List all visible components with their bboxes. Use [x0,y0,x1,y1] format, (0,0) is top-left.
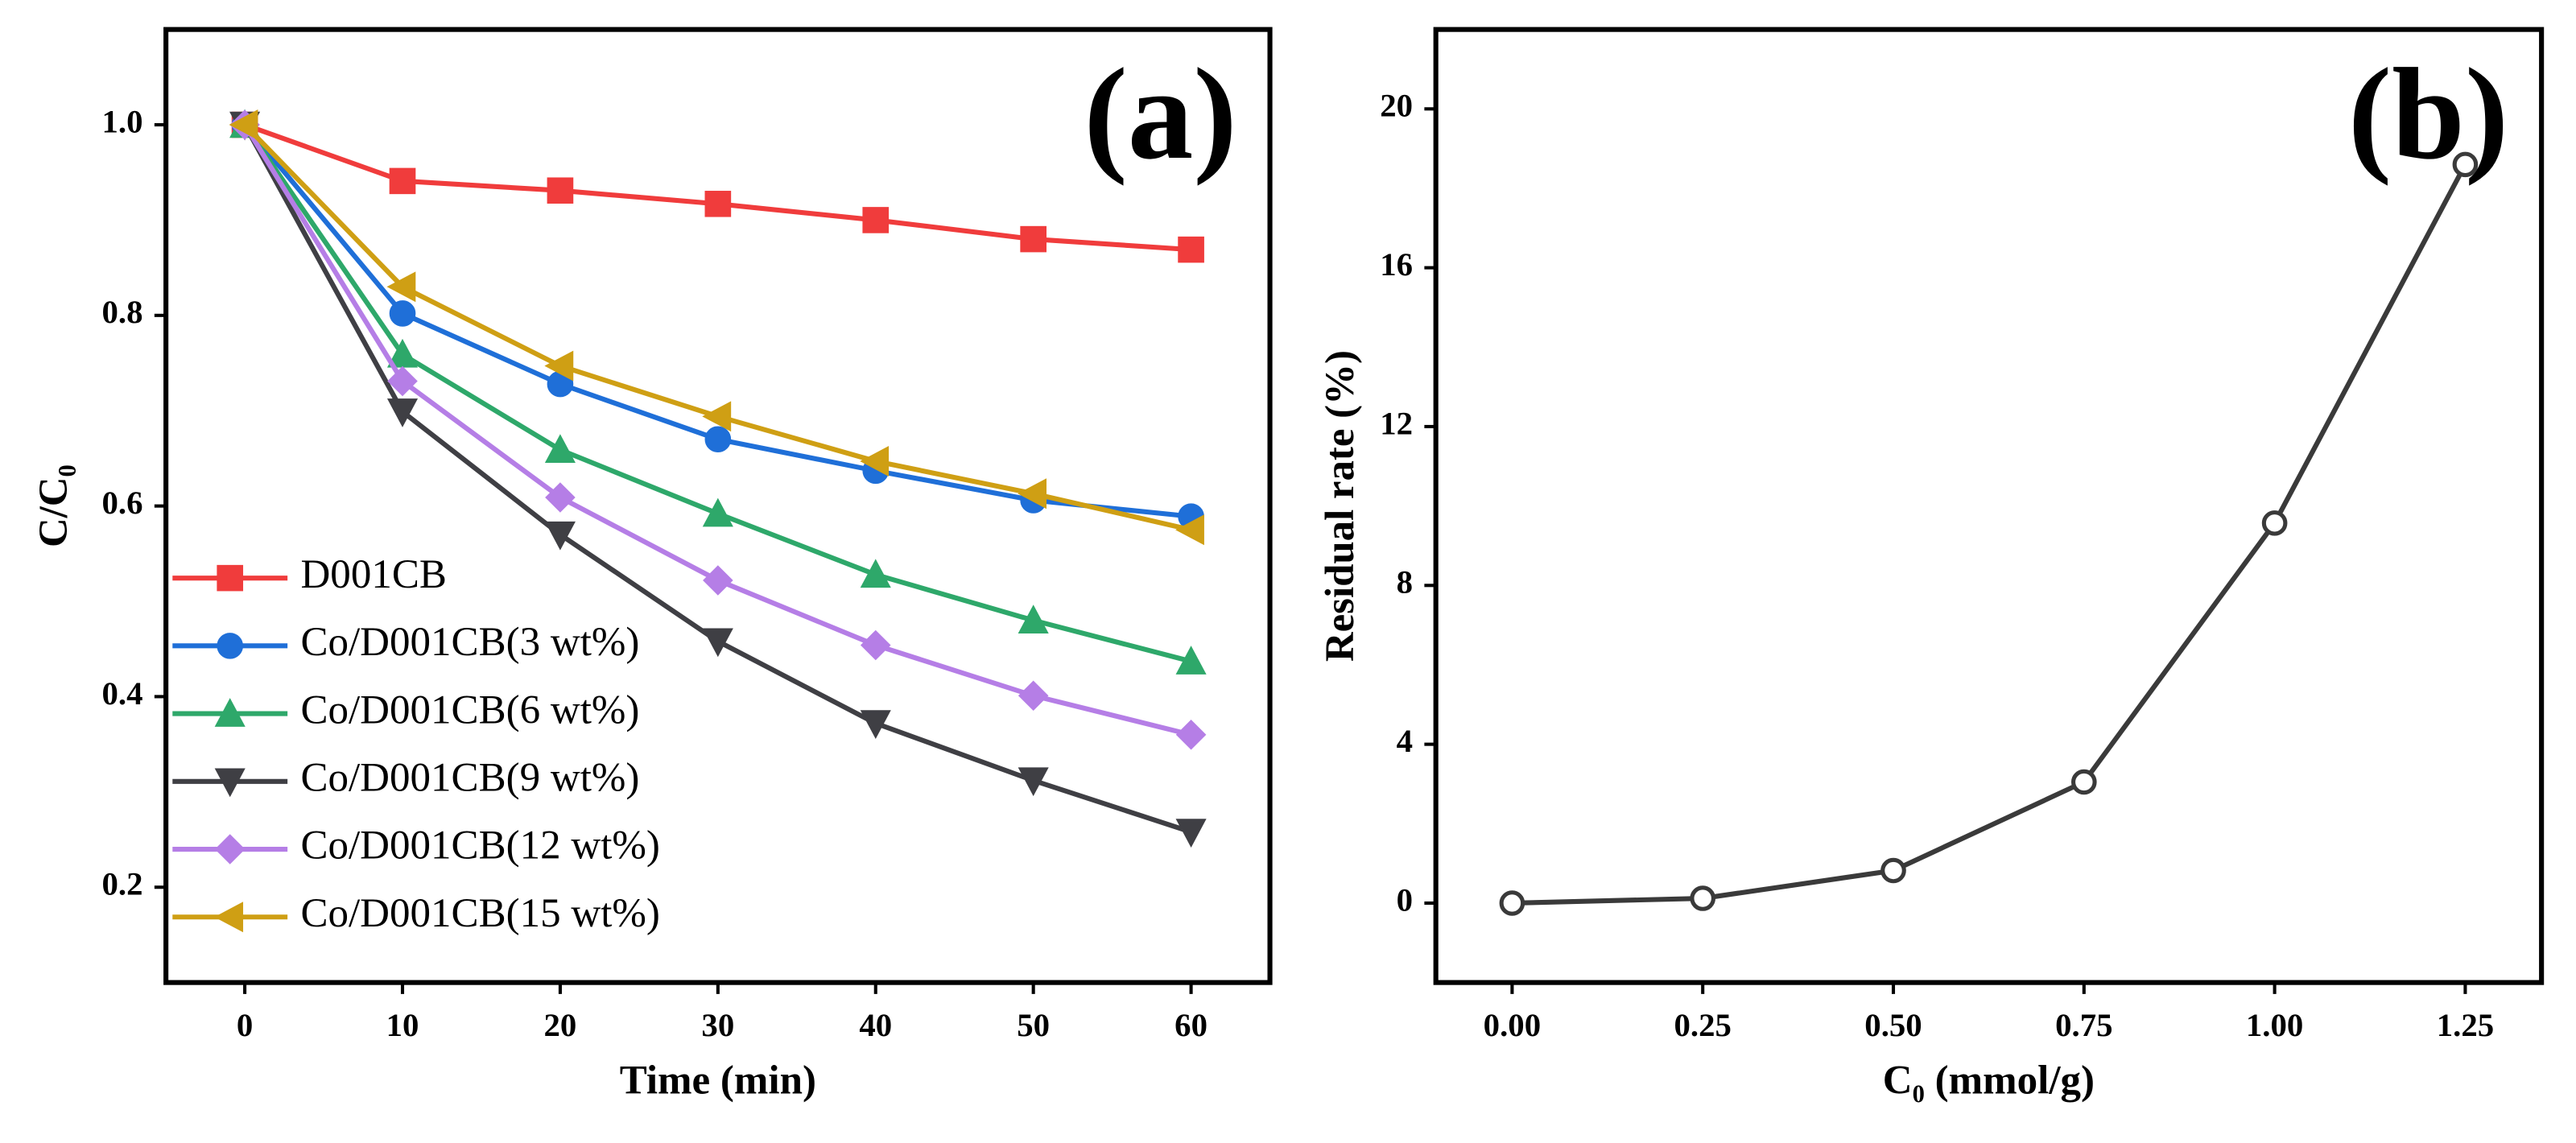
marker [1499,890,1525,916]
series-line [1512,163,2468,906]
panel-label: (a) [1084,42,1236,187]
marker [702,497,733,527]
x-tick-label: 0.50 [1864,1007,1922,1043]
marker [547,177,574,204]
marker [703,565,733,596]
x-tick-label: 1.25 [2437,1007,2494,1043]
x-tick-label: 60 [1174,1007,1208,1043]
series-line [242,123,1191,519]
plot-frame [163,27,1273,985]
legend-label: Co/D001CB(3 wt%) [300,620,639,665]
marker [387,365,418,397]
marker [2261,510,2288,536]
marker [1018,767,1049,797]
x-axis-title: Time (min) [620,1058,816,1104]
x-tick-label: 1.00 [2246,1007,2303,1043]
legend-marker [214,902,244,933]
legend-marker [217,564,244,592]
x-tick-label: 30 [701,1007,734,1043]
panel-label: (b) [2348,42,2509,187]
y-axis-title: Residual rate (%) [1318,350,1363,662]
marker [1175,720,1207,750]
marker [2070,769,2097,795]
marker [386,271,416,303]
marker [545,482,576,513]
legend-marker [217,633,244,659]
y-tick-label: 8 [1397,564,1413,600]
legend-label: Co/D001CB(12 wt%) [300,823,659,869]
y-tick-label: 1.0 [102,103,143,139]
y-tick-label: 0.2 [102,866,143,902]
marker [1178,236,1204,263]
legend-label: D001CB [300,552,446,597]
marker [544,350,574,382]
y-tick-label: 12 [1380,405,1413,441]
marker [544,434,576,464]
marker [1020,225,1046,253]
y-tick-label: 0.4 [102,675,143,712]
marker [860,559,891,588]
legend-label: Co/D001CB(9 wt%) [300,756,639,801]
x-tick-label: 40 [859,1007,892,1043]
series-line [244,122,1191,253]
x-tick-label: 0.75 [2055,1007,2112,1043]
marker [860,629,891,661]
marker [389,300,416,327]
marker [1880,857,1906,884]
legend-marker [214,834,246,864]
y-tick-label: 20 [1380,88,1413,124]
marker [1690,885,1716,911]
marker [386,398,419,427]
legend-marker [214,698,246,727]
x-tick-label: 0.00 [1484,1007,1541,1043]
y-axis-title: C/C₀ [31,464,76,547]
marker [1018,478,1046,510]
marker [704,191,732,217]
x-tick-label: 0 [237,1007,253,1043]
marker [702,401,732,432]
legend-label: Co/D001CB(15 wt%) [300,891,659,936]
y-tick-label: 0 [1397,881,1413,918]
marker [860,710,891,740]
marker [1175,514,1204,546]
plot-frame [1433,27,2545,985]
marker [229,109,258,141]
marker [544,521,576,551]
marker [862,207,890,233]
marker [702,628,733,658]
y-tick-label: 16 [1380,246,1413,283]
y-tick-label: 0.6 [102,485,143,521]
marker [2452,151,2479,178]
marker [1018,605,1049,633]
x-tick-label: 50 [1017,1007,1050,1043]
marker [860,445,890,477]
y-tick-label: 0.8 [102,294,143,330]
x-axis-title: C₀ (mmol/g) [1883,1058,2095,1104]
x-tick-label: 20 [544,1007,577,1043]
marker [1175,646,1207,675]
marker [1175,819,1207,848]
marker [704,426,732,453]
x-tick-label: 0.25 [1674,1007,1731,1043]
x-tick-label: 10 [386,1007,419,1043]
marker [1018,680,1049,711]
legend-label: Co/D001CB(6 wt%) [300,687,639,732]
legend-marker [214,768,246,798]
y-tick-label: 4 [1397,723,1413,759]
marker [389,167,416,195]
